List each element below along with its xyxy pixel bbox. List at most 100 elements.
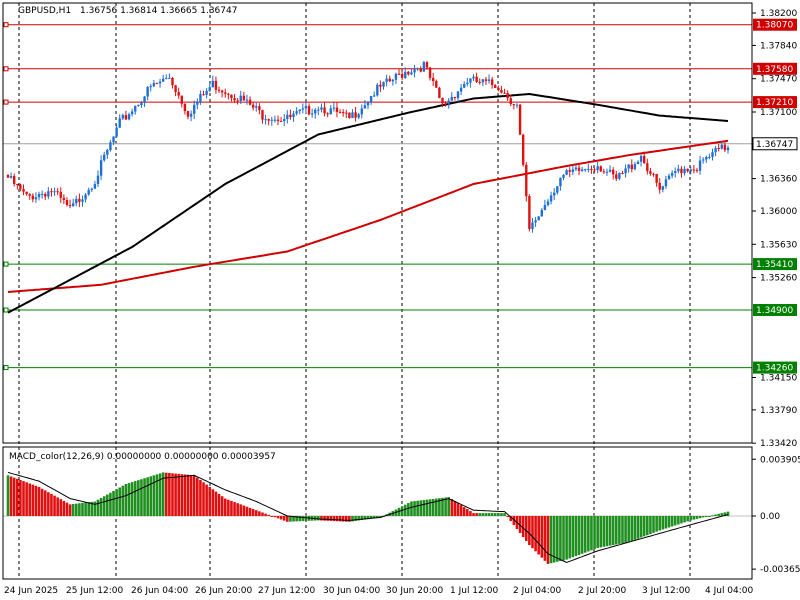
macd-bar — [720, 513, 724, 516]
axes — [2, 2, 756, 580]
candle-body — [196, 101, 199, 105]
candle-body — [618, 172, 621, 179]
macd-tick-label: 0.00 — [760, 512, 780, 522]
price-tick-label: 1.37840 — [760, 41, 797, 51]
macd-bar — [40, 488, 44, 516]
macd-bar — [338, 516, 342, 522]
level-label: 1.37580 — [756, 65, 793, 75]
candle-body — [639, 155, 643, 162]
macd-bar — [531, 516, 534, 549]
candle-body — [680, 168, 683, 174]
macd-bar — [78, 503, 81, 516]
macd-bar — [540, 516, 544, 558]
macd-bar — [646, 516, 649, 536]
macd-bar — [16, 478, 19, 516]
candle-body — [407, 71, 410, 75]
macd-bar — [469, 511, 472, 516]
macd-bar — [351, 516, 354, 522]
macd-bar — [403, 504, 407, 516]
macd-bar — [254, 510, 258, 516]
candle-body — [93, 184, 97, 189]
candle-body — [279, 120, 283, 122]
candle-body — [379, 84, 382, 87]
candle-body — [363, 105, 367, 109]
price-tick-label: 1.38200 — [760, 9, 797, 19]
candle-body — [497, 87, 500, 90]
candle-body — [428, 67, 432, 78]
candle-body — [701, 159, 705, 161]
macd-bar — [521, 516, 525, 538]
macd-bar — [19, 479, 22, 516]
candle-body — [177, 92, 180, 96]
macd-bar — [552, 516, 556, 563]
macd-bar — [667, 516, 671, 528]
macd-bar — [267, 514, 270, 516]
candle-body — [456, 91, 460, 99]
macd-bar — [556, 516, 559, 562]
macd-bar — [583, 516, 587, 553]
macd-bar — [192, 475, 196, 516]
macd-bar — [43, 490, 47, 516]
macd-bar — [22, 481, 25, 516]
macd-bar — [618, 516, 621, 544]
macd-bar — [524, 516, 528, 542]
candle-body — [149, 86, 152, 88]
macd-bar — [127, 483, 131, 516]
macd-bar — [493, 513, 497, 516]
candle-body — [295, 111, 298, 114]
candle-body — [503, 92, 506, 94]
macd-bar — [199, 479, 202, 516]
macd-bar — [50, 493, 53, 516]
macd-bar — [354, 516, 357, 521]
macd-bar — [93, 501, 97, 516]
candle-body — [50, 191, 53, 193]
candle-body — [326, 113, 329, 115]
candle-body — [438, 87, 441, 98]
candle-body — [236, 100, 239, 102]
macd-bar — [639, 516, 643, 538]
macd-bar — [487, 513, 491, 516]
candle-body — [245, 99, 249, 101]
candle-body — [525, 164, 528, 197]
macd-bar — [664, 516, 668, 529]
macd-bar — [537, 516, 540, 555]
macd-bar — [320, 516, 323, 521]
macd-bar — [497, 513, 500, 516]
macd-bar — [286, 516, 289, 522]
macd-bar — [208, 486, 212, 516]
macd-bar — [102, 496, 106, 516]
level-marker — [3, 261, 9, 267]
macd-bar — [317, 516, 320, 521]
candle-body — [366, 101, 370, 106]
macd-bar — [652, 516, 655, 533]
macd-bar — [205, 484, 208, 516]
macd-bar — [304, 516, 308, 521]
candle-body — [369, 96, 373, 102]
price-pane-border — [2, 2, 753, 444]
macd-bar — [438, 498, 441, 516]
macd-bar — [332, 516, 336, 522]
macd-bar — [605, 516, 609, 547]
candle-body — [394, 73, 398, 80]
x-tick-label: 30 Jun 04:00 — [323, 586, 380, 596]
candle-body — [615, 174, 618, 179]
candle-body — [478, 82, 481, 84]
macd-bar — [121, 485, 125, 516]
macd-bar — [695, 516, 699, 519]
level-marker — [3, 66, 9, 72]
level-tag — [753, 18, 797, 31]
candle-body — [106, 150, 109, 155]
macd-panel — [3, 471, 752, 564]
candle-body — [16, 183, 19, 185]
candle-body — [90, 188, 93, 190]
macd-bar — [425, 499, 429, 516]
grid — [18, 3, 691, 579]
macd-bar — [289, 516, 292, 522]
macd-bar — [56, 497, 59, 516]
candle-body — [78, 198, 81, 202]
macd-bar — [149, 476, 153, 516]
candle-body — [698, 160, 702, 171]
candle-body — [611, 169, 615, 175]
candle-body — [68, 205, 72, 207]
